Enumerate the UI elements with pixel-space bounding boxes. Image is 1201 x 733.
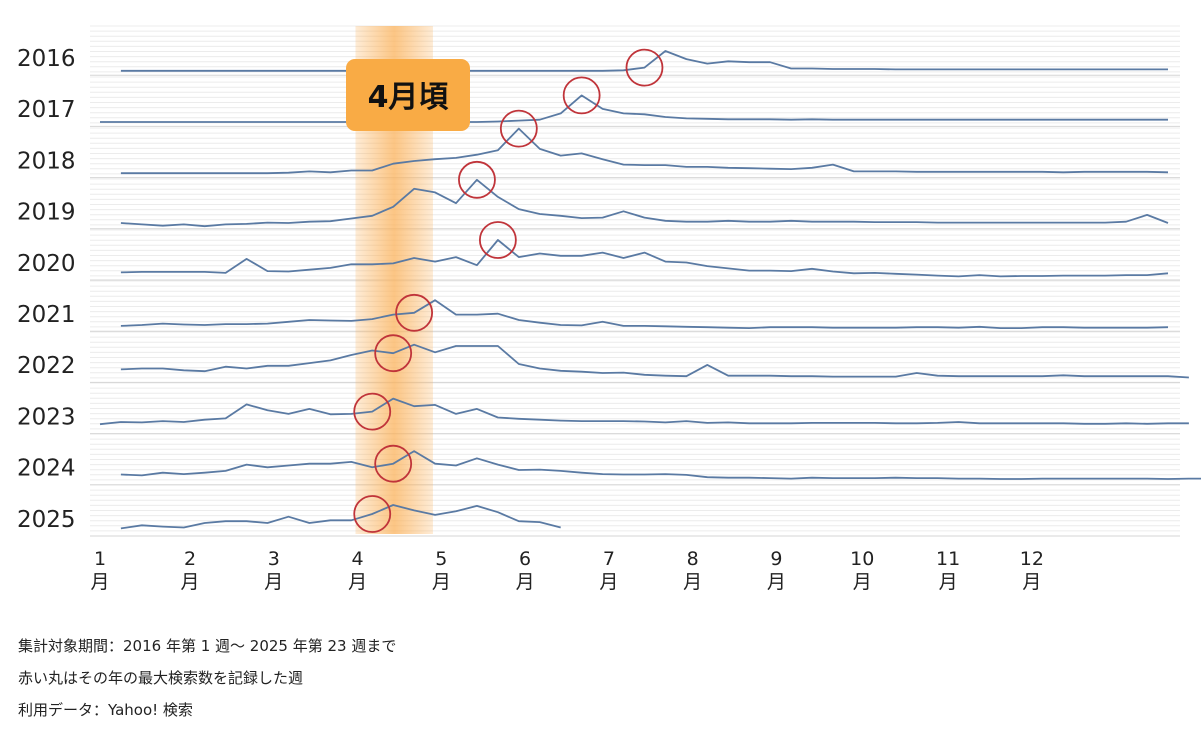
year-label-2024: 2024 <box>17 456 76 482</box>
month-axis: 1 月 2 月 3 月 4 月 5 月 6 月 7 月 8 月 9 月 10 月 11 月 12 月 <box>90 548 1043 593</box>
series-row-2025: 2025 <box>17 495 561 533</box>
peak-marker-2022 <box>374 334 413 373</box>
year-label-2019: 2019 <box>17 200 76 226</box>
gridlines <box>90 25 1180 537</box>
april-badge: 4月頃 <box>346 59 470 131</box>
series-row-2019: 2019 <box>17 160 1169 228</box>
series-row-2021: 2021 <box>17 293 1169 332</box>
april-badge-box <box>346 59 470 131</box>
year-label-2023: 2023 <box>17 404 76 430</box>
year-label-2025: 2025 <box>17 507 76 533</box>
series-line-2023 <box>99 397 1189 426</box>
month-tick-label: 11 月 <box>936 548 960 593</box>
series-row-2020: 2020 <box>17 221 1169 278</box>
year-label-2021: 2021 <box>17 302 76 328</box>
series-row-2022: 2022 <box>17 334 1189 379</box>
series-line-2016 <box>120 50 1168 72</box>
series-line-2025 <box>120 504 561 530</box>
series-line-2019 <box>120 178 1169 228</box>
year-series-group: 2016 2017 2018 2019 2020 2021 2022 2023 2024 2025 <box>17 46 1201 533</box>
april-badge-label: 4月頃 <box>368 80 449 115</box>
series-line-2021 <box>120 299 1169 330</box>
series-row-2017: 2017 <box>17 76 1168 123</box>
year-label-2018: 2018 <box>17 148 76 174</box>
series-row-2023: 2023 <box>17 392 1189 431</box>
series-line-2020 <box>120 239 1169 278</box>
yearly-search-trend-chart: 2016 2017 2018 2019 2020 2021 2022 2023 2024 2025… <box>17 25 1201 593</box>
note-data-source: 利用データ：Yahoo! 検索 <box>18 701 193 719</box>
series-line-2022 <box>120 343 1189 379</box>
month-tick-label: 10 月 <box>850 548 874 593</box>
series-row-2016: 2016 <box>17 46 1168 87</box>
peak-marker-2017 <box>562 76 601 115</box>
year-label-2020: 2020 <box>17 251 76 277</box>
peak-marker-2021 <box>395 293 434 332</box>
peak-marker-2016 <box>625 48 664 87</box>
year-label-2022: 2022 <box>17 353 76 379</box>
year-label-2017: 2017 <box>17 97 76 123</box>
peak-marker-2018 <box>499 109 538 148</box>
chart-notes: 集計対象期間：2016 年第 1 週～ 2025 年第 23 週まで 赤い丸はそ… <box>18 630 396 726</box>
month-tick-label: 12 月 <box>1020 548 1044 593</box>
note-red-circle: 赤い丸はその年の最大検索数を記録した週 <box>18 669 304 687</box>
series-row-2024: 2024 <box>17 444 1201 483</box>
peak-marker-2019 <box>458 160 496 199</box>
series-line-2017 <box>100 94 1168 123</box>
series-line-2018 <box>120 127 1169 175</box>
peak-marker-2023 <box>353 392 392 431</box>
series-line-2024 <box>120 450 1201 480</box>
series-row-2018: 2018 <box>17 109 1169 175</box>
peak-marker-2025 <box>353 495 392 533</box>
note-period: 集計対象期間：2016 年第 1 週～ 2025 年第 23 週まで <box>18 637 397 655</box>
peak-marker-2020 <box>478 221 517 259</box>
peak-marker-2024 <box>374 444 413 483</box>
year-label-2016: 2016 <box>17 46 76 72</box>
